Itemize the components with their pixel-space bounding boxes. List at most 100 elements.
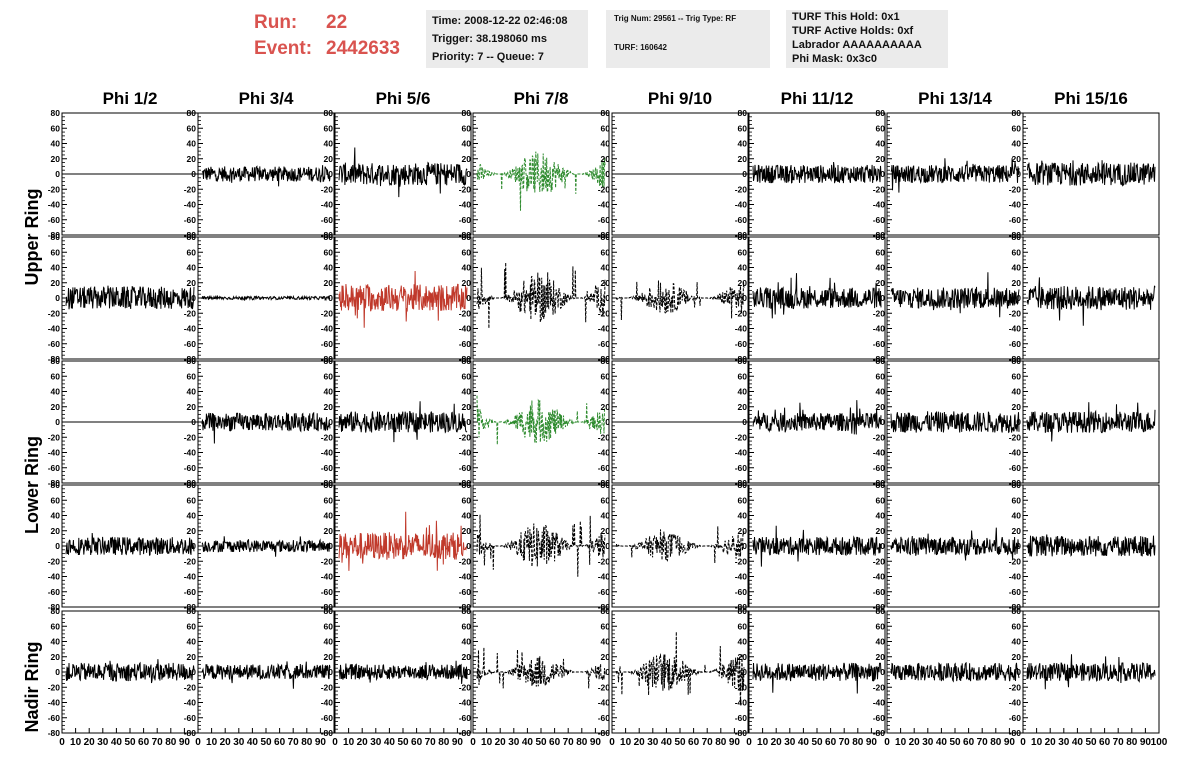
ytick-label: 0 bbox=[605, 169, 610, 179]
ytick-label: -20 bbox=[735, 682, 748, 692]
column-title-7: Phi 13/14 bbox=[918, 89, 992, 108]
column-title-8: Phi 15/16 bbox=[1054, 89, 1128, 108]
ytick-label: -60 bbox=[1009, 463, 1022, 473]
trace-r3-c8 bbox=[1026, 402, 1156, 442]
ytick-label: 60 bbox=[876, 247, 886, 257]
ytick-label: -60 bbox=[459, 587, 472, 597]
trace-r4-c6 bbox=[752, 525, 882, 567]
ytick-label: -80 bbox=[598, 478, 611, 488]
ytick-label: -80 bbox=[598, 230, 611, 240]
xtick-label: 50 bbox=[811, 737, 823, 748]
ytick-label: 60 bbox=[324, 247, 334, 257]
ytick-label: 80 bbox=[51, 356, 61, 366]
ytick-label: 0 bbox=[191, 169, 196, 179]
ytick-label: -80 bbox=[735, 728, 748, 738]
ytick-label: 40 bbox=[738, 637, 748, 647]
ytick-label: 40 bbox=[462, 263, 472, 273]
ytick-label: 0 bbox=[191, 667, 196, 677]
trace-r2-c5 bbox=[615, 280, 745, 321]
ytick-label: -80 bbox=[48, 478, 61, 488]
ytick-label: -40 bbox=[184, 324, 197, 334]
ytick-label: -20 bbox=[459, 308, 472, 318]
ytick-label: 0 bbox=[605, 293, 610, 303]
ytick-label: 60 bbox=[738, 621, 748, 631]
ytick-label: 60 bbox=[876, 123, 886, 133]
ytick-label: -40 bbox=[321, 448, 334, 458]
trace-r2-c2 bbox=[201, 294, 331, 302]
ytick-label: 80 bbox=[601, 356, 611, 366]
ytick-label: -60 bbox=[321, 339, 334, 349]
ytick-label: 0 bbox=[466, 541, 471, 551]
xtick-label: 20 bbox=[909, 737, 921, 748]
trace-r5-c1 bbox=[65, 659, 195, 684]
ytick-label: 20 bbox=[601, 526, 611, 536]
ytick-label: 20 bbox=[876, 278, 886, 288]
xtick-label: 30 bbox=[97, 737, 109, 748]
ytick-label: -20 bbox=[1009, 308, 1022, 318]
xtick-label: 60 bbox=[549, 737, 561, 748]
ytick-label: -40 bbox=[735, 324, 748, 334]
ytick-label: 60 bbox=[738, 495, 748, 505]
ytick-label: 80 bbox=[738, 606, 748, 616]
xtick-label: 40 bbox=[798, 737, 810, 748]
xtick-label: 40 bbox=[936, 737, 948, 748]
xtick-label: 30 bbox=[1058, 737, 1070, 748]
ytick-label: -80 bbox=[1009, 354, 1022, 364]
ytick-label: 40 bbox=[51, 139, 61, 149]
trace-r2-c4 bbox=[476, 262, 606, 329]
ytick-label: 0 bbox=[605, 541, 610, 551]
ytick-label: -40 bbox=[321, 324, 334, 334]
ytick-label: 0 bbox=[1016, 169, 1021, 179]
ytick-label: -60 bbox=[1009, 339, 1022, 349]
ytick-label: 0 bbox=[880, 169, 885, 179]
ytick-label: -20 bbox=[459, 682, 472, 692]
ytick-label: 40 bbox=[876, 637, 886, 647]
panel-frame-r4-c3 bbox=[334, 484, 472, 608]
ytick-label: 80 bbox=[51, 108, 61, 118]
trace-r3-c6 bbox=[752, 400, 882, 435]
xtick-label: 70 bbox=[152, 737, 164, 748]
ytick-label: 40 bbox=[462, 637, 472, 647]
ytick-label: -40 bbox=[1009, 572, 1022, 582]
ytick-label: 0 bbox=[191, 293, 196, 303]
ytick-label: -40 bbox=[735, 448, 748, 458]
ytick-label: -20 bbox=[48, 184, 61, 194]
ytick-label: 40 bbox=[738, 263, 748, 273]
ytick-label: 60 bbox=[601, 621, 611, 631]
ytick-label: 0 bbox=[742, 169, 747, 179]
ytick-label: 20 bbox=[51, 526, 61, 536]
run-value: 22 bbox=[326, 12, 348, 33]
ytick-label: 40 bbox=[601, 139, 611, 149]
trace-r1-c3 bbox=[338, 147, 468, 198]
ytick-label: -60 bbox=[735, 215, 748, 225]
ytick-label: -20 bbox=[1009, 556, 1022, 566]
ytick-label: -20 bbox=[735, 556, 748, 566]
ytick-label: -40 bbox=[598, 572, 611, 582]
xtick-label: 30 bbox=[784, 737, 796, 748]
ytick-label: 0 bbox=[55, 667, 60, 677]
ytick-label: -60 bbox=[1009, 215, 1022, 225]
ytick-label: 20 bbox=[462, 652, 472, 662]
ytick-label: -40 bbox=[459, 448, 472, 458]
ytick-label: 60 bbox=[187, 495, 197, 505]
ytick-label: -60 bbox=[873, 215, 886, 225]
xtick-label: 50 bbox=[124, 737, 136, 748]
ytick-label: -40 bbox=[598, 200, 611, 210]
ytick-label: 20 bbox=[51, 652, 61, 662]
ytick-label: -80 bbox=[48, 728, 61, 738]
trace-r5-c3 bbox=[338, 660, 468, 684]
ytick-label: 0 bbox=[466, 667, 471, 677]
ytick-label: -80 bbox=[321, 478, 334, 488]
ytick-label: 0 bbox=[328, 293, 333, 303]
xtick-label: 90 bbox=[452, 737, 464, 748]
xtick-label: 10 bbox=[206, 737, 218, 748]
xtick-label: 20 bbox=[771, 737, 783, 748]
ytick-label: 40 bbox=[462, 511, 472, 521]
ytick-label: 20 bbox=[1012, 652, 1022, 662]
ring-label-3: Nadir Ring bbox=[22, 641, 42, 732]
ytick-label: -80 bbox=[459, 230, 472, 240]
ytick-label: 20 bbox=[738, 154, 748, 164]
xtick-label: 80 bbox=[1126, 737, 1138, 748]
ytick-label: -20 bbox=[321, 184, 334, 194]
ytick-label: -60 bbox=[48, 339, 61, 349]
